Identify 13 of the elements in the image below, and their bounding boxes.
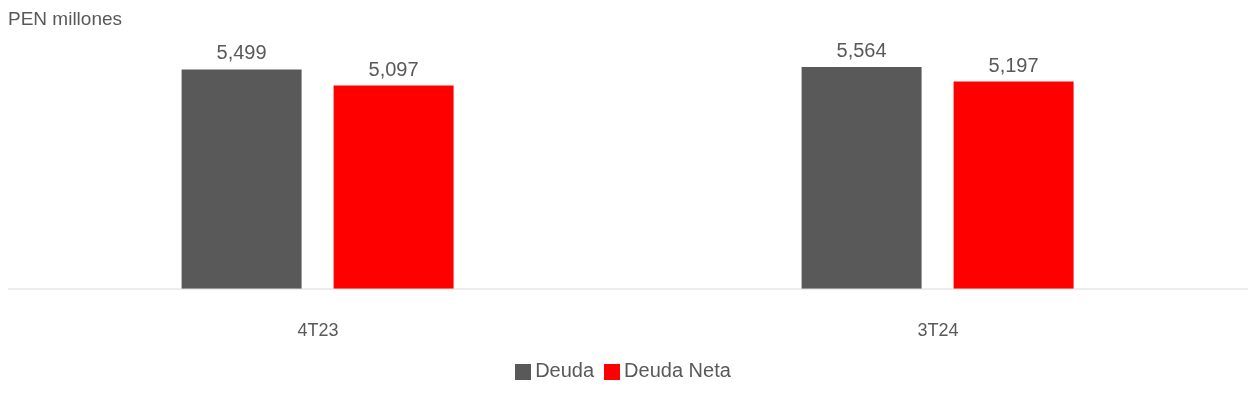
data-label: 5,097 [368, 57, 419, 80]
bar [333, 85, 454, 289]
y-axis-title: PEN millones [8, 8, 123, 30]
x-tick-label: 3T24 [917, 319, 959, 340]
bar [953, 81, 1074, 289]
data-label: 5,564 [836, 38, 887, 61]
data-label: 5,197 [988, 53, 1039, 76]
x-tick-label: 4T23 [297, 319, 339, 340]
legend-label: Deuda Neta [624, 359, 731, 381]
bar [181, 69, 302, 289]
data-label: 5,499 [216, 41, 267, 64]
legend-label: Deuda [535, 359, 595, 381]
bar [801, 66, 922, 289]
